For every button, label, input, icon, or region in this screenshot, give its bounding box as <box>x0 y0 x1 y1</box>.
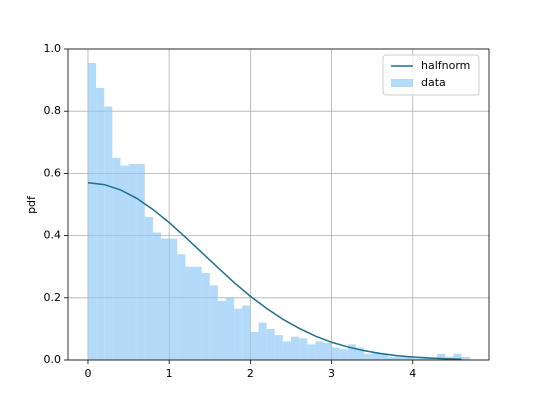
x-tick-label: 0 <box>84 367 91 380</box>
histogram-bar <box>169 238 178 360</box>
histogram-bar <box>372 352 381 360</box>
histogram-bar <box>274 335 283 360</box>
histogram-bar <box>209 285 218 360</box>
histogram-bar <box>299 338 308 360</box>
legend-label: halfnorm <box>421 59 470 72</box>
histogram-bar <box>258 322 267 360</box>
histogram-bar <box>396 356 405 360</box>
histogram-bar <box>339 349 348 360</box>
line <box>87 181 462 360</box>
histogram-bar <box>453 353 462 360</box>
histogram-bar <box>282 341 291 360</box>
histogram-bar <box>437 353 446 360</box>
legend-swatch <box>391 79 413 87</box>
histogram-bar <box>120 165 129 360</box>
histogram-bar <box>144 216 153 360</box>
histogram-bar <box>217 300 227 360</box>
histogram-bar <box>201 272 210 360</box>
y-tick-label: 0.0 <box>44 353 62 366</box>
histogram-bar <box>128 164 137 360</box>
histogram-bar <box>136 164 145 360</box>
x-tick-label: 4 <box>409 367 416 380</box>
histogram-bar <box>323 342 332 360</box>
y-tick-label: 0.8 <box>44 104 62 117</box>
y-tick-label: 0.2 <box>44 291 62 304</box>
histogram-bar <box>112 157 121 360</box>
histogram-bar <box>87 62 97 361</box>
y-axis-label: pdf <box>25 195 38 214</box>
histogram-bar <box>226 297 235 360</box>
x-tick-label: 2 <box>247 367 254 380</box>
histogram-bar <box>193 266 202 360</box>
histogram-bar <box>428 358 438 360</box>
histogram-bar <box>161 238 170 360</box>
histogram-bar <box>185 266 194 360</box>
histogram-bar <box>388 356 397 360</box>
histogram-bar <box>364 353 373 360</box>
plot-frame <box>67 48 490 361</box>
histogram-bar <box>290 336 300 360</box>
histogram-bar <box>420 358 429 360</box>
histogram-bar <box>412 358 421 360</box>
histogram-bar <box>347 344 356 360</box>
histogram-bar <box>355 347 365 360</box>
histogram-bar <box>250 332 259 360</box>
histogram-bar <box>242 305 251 360</box>
histogram-bar <box>307 344 316 360</box>
x-tick-label: 3 <box>328 367 335 380</box>
histogram-bar <box>96 87 105 360</box>
x-tick-label: 1 <box>166 367 173 380</box>
legend-label: data <box>421 76 446 89</box>
histogram-bar <box>152 232 162 360</box>
y-tick-label: 0.6 <box>44 166 62 179</box>
histogram-bar <box>404 356 413 360</box>
histogram-bar <box>234 308 243 360</box>
histogram-bar <box>177 254 186 360</box>
histogram-bar <box>104 106 113 360</box>
histogram-bar <box>315 341 324 360</box>
y-tick-label: 0.4 <box>44 229 62 242</box>
histogram-bar <box>331 347 340 360</box>
y-tick-label: 1.0 <box>44 42 62 55</box>
histogram-bar <box>380 353 389 360</box>
histogram-bar <box>461 356 470 360</box>
histogram-bar <box>266 328 275 360</box>
